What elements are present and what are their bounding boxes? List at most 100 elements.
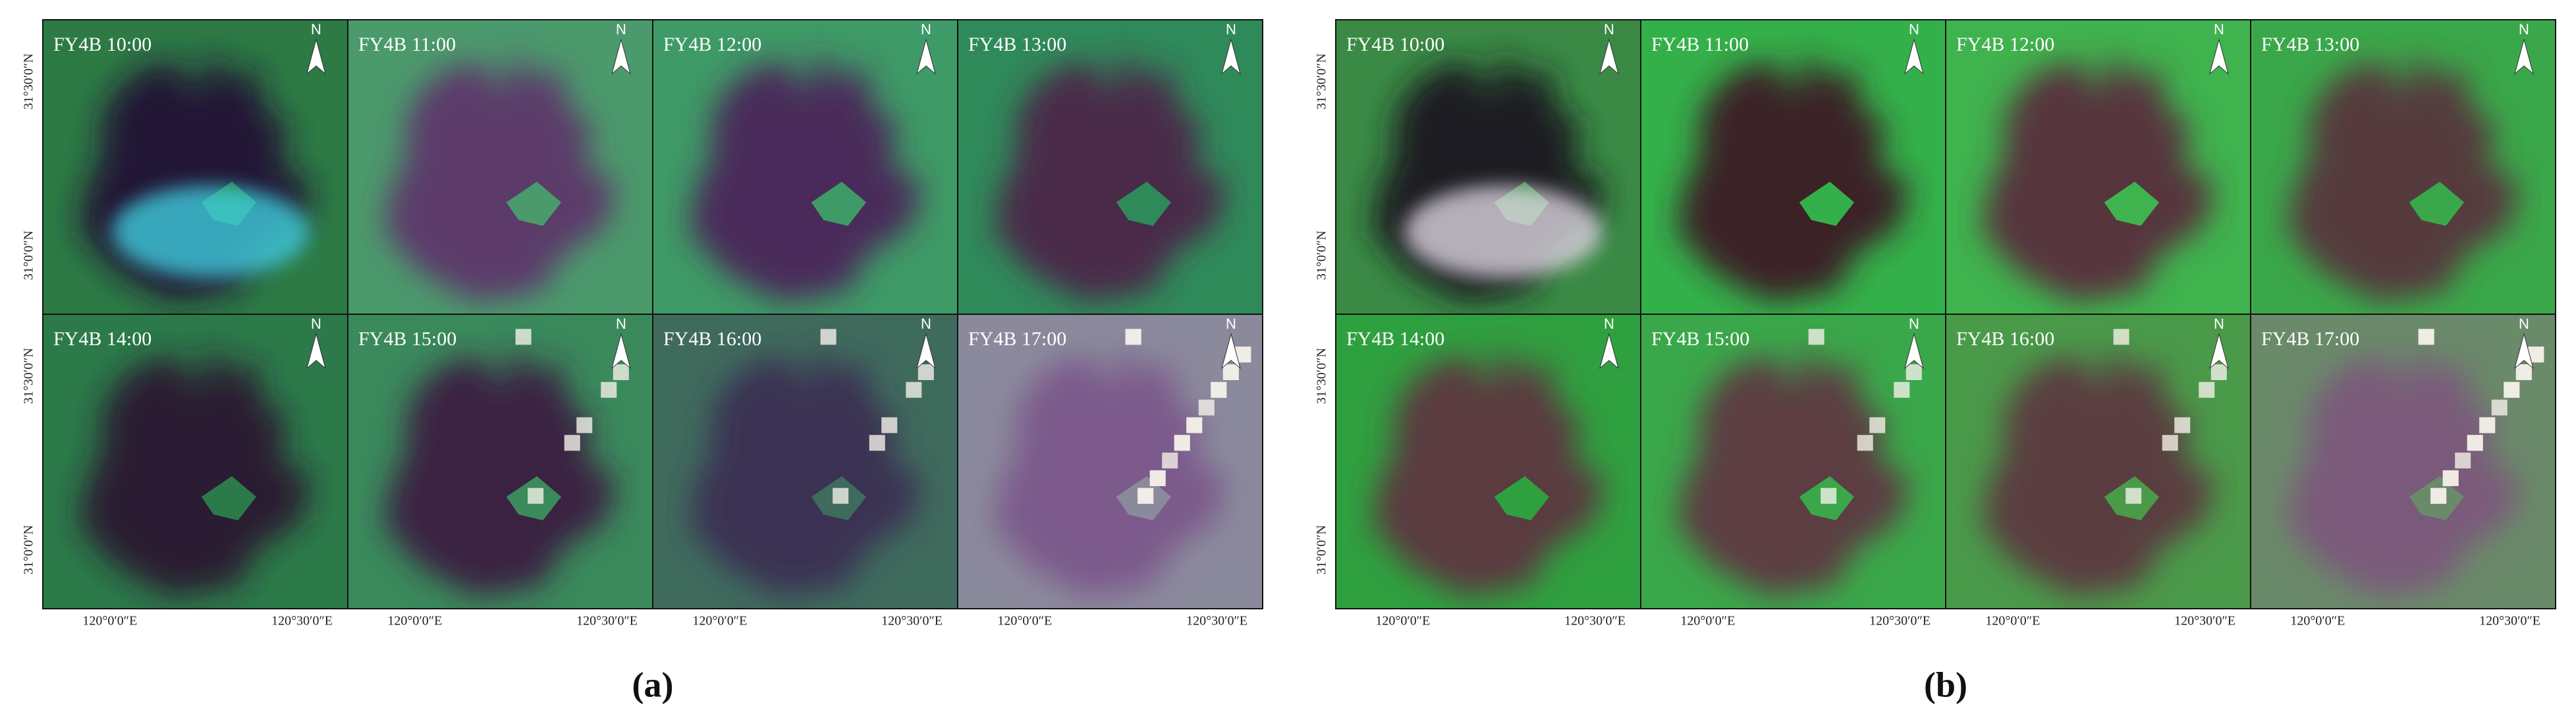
satellite-image <box>43 314 348 609</box>
cloud <box>2430 487 2447 504</box>
x-axis-label: 120°30′0″E <box>1186 614 1247 628</box>
cloud <box>2467 435 2483 451</box>
satellite-image <box>348 314 653 609</box>
satellite-image <box>1946 314 2251 609</box>
cloud <box>2442 470 2459 486</box>
north-arrow <box>2209 333 2229 370</box>
cloud <box>881 417 898 433</box>
satellite-image <box>958 314 1263 609</box>
cloud <box>2515 364 2532 380</box>
lake <box>2287 49 2519 303</box>
y-axis-label: 31°0′0″N <box>22 231 36 280</box>
cloud <box>1198 399 1215 416</box>
x-axis-label: 120°0′0″E <box>2290 614 2345 628</box>
image-title: FY4B 14:00 <box>53 328 151 350</box>
cloud <box>2455 453 2471 469</box>
north-label: N <box>616 316 626 332</box>
image-title: FY4B 10:00 <box>1346 34 1444 55</box>
panel-caption: (a) <box>632 665 674 704</box>
x-axis-label: 120°0′0″E <box>997 614 1052 628</box>
cloud <box>1857 435 1873 451</box>
y-axis-label: 31°0′0″N <box>22 525 36 574</box>
y-axis-label: 31°0′0″N <box>1315 525 1329 574</box>
cloud <box>601 381 617 398</box>
lake <box>689 343 921 597</box>
cloud <box>2504 381 2520 398</box>
cloud <box>1894 381 1910 398</box>
x-axis-label: 120°0′0″E <box>387 614 442 628</box>
cloud <box>1404 185 1603 278</box>
lake <box>384 343 617 597</box>
x-axis-label: 120°30′0″E <box>271 614 333 628</box>
peninsula <box>1799 181 1855 226</box>
peninsula <box>2104 181 2160 226</box>
cloud <box>1137 487 1154 504</box>
cloud <box>1174 435 1190 451</box>
north-label: N <box>1226 21 1236 38</box>
north-label: N <box>1909 21 1919 38</box>
north-label: N <box>1909 316 1919 332</box>
cloud <box>2491 399 2507 416</box>
x-axis-label: 120°30′0″E <box>1564 614 1626 628</box>
peninsula <box>1116 181 1172 226</box>
north-arrow <box>1221 333 1241 370</box>
north-arrow <box>916 333 936 370</box>
lake <box>994 49 1226 303</box>
north-label: N <box>1604 316 1614 332</box>
y-axis-label: 31°0′0″N <box>1315 231 1329 280</box>
cloud <box>2125 487 2142 504</box>
y-axis-label: 31°30′0″N <box>22 53 36 109</box>
cloud <box>1821 487 1837 504</box>
image-title: FY4B 11:00 <box>358 34 456 55</box>
satellite-image <box>1336 20 1641 314</box>
cloud <box>2418 329 2434 345</box>
lake-group <box>79 343 312 597</box>
lake-group <box>994 49 1226 303</box>
cloud <box>1869 417 1886 433</box>
x-axis-label: 120°30′0″E <box>576 614 638 628</box>
north-arrow <box>1221 38 1241 75</box>
cloud <box>1149 470 1166 486</box>
north-arrow <box>611 333 631 370</box>
y-axis-label: 31°30′0″N <box>1315 348 1329 404</box>
peninsula <box>2409 181 2465 226</box>
x-axis-label: 120°30′0″E <box>2479 614 2540 628</box>
cloud <box>2479 417 2496 433</box>
panel-caption: (b) <box>1924 665 1967 704</box>
x-axis-label: 120°0′0″E <box>82 614 137 628</box>
panel: FY4B 10:00 N FY4B 11:00 N FY4B 12:00 N FY4B 13… <box>22 19 1263 704</box>
north-arrow <box>611 38 631 75</box>
cloud <box>111 185 310 278</box>
panel: FY4B 10:00 N FY4B 11:00 N FY4B 12:00 N FY4B 13… <box>1315 19 2556 704</box>
lake <box>79 343 312 597</box>
lake <box>1372 343 1604 597</box>
cloud <box>613 364 629 380</box>
satellite-image <box>1336 314 1641 609</box>
x-axis-label: 120°30′0″E <box>881 614 943 628</box>
north-arrow <box>306 333 326 370</box>
cloud <box>1222 364 1239 380</box>
north-label: N <box>2214 21 2224 38</box>
image-title: FY4B 11:00 <box>1651 34 1749 55</box>
lake <box>994 343 1226 597</box>
image-title: FY4B 17:00 <box>2261 328 2359 350</box>
north-label: N <box>921 21 931 38</box>
north-label: N <box>1604 21 1614 38</box>
image-border <box>957 314 1263 609</box>
satellite-image <box>2251 314 2556 609</box>
satellite-image <box>43 20 348 314</box>
image-title: FY4B 13:00 <box>968 34 1066 55</box>
cloud <box>528 487 544 504</box>
north-label: N <box>921 316 931 332</box>
peninsula <box>811 181 867 226</box>
north-arrow <box>1904 38 1924 75</box>
image-border <box>2250 314 2556 609</box>
lake <box>2287 343 2519 597</box>
lake <box>1982 49 2214 303</box>
image-title: FY4B 15:00 <box>358 328 456 350</box>
cloud <box>576 417 593 433</box>
cloud <box>2199 381 2215 398</box>
north-label: N <box>2519 21 2529 38</box>
cloud <box>2162 435 2178 451</box>
